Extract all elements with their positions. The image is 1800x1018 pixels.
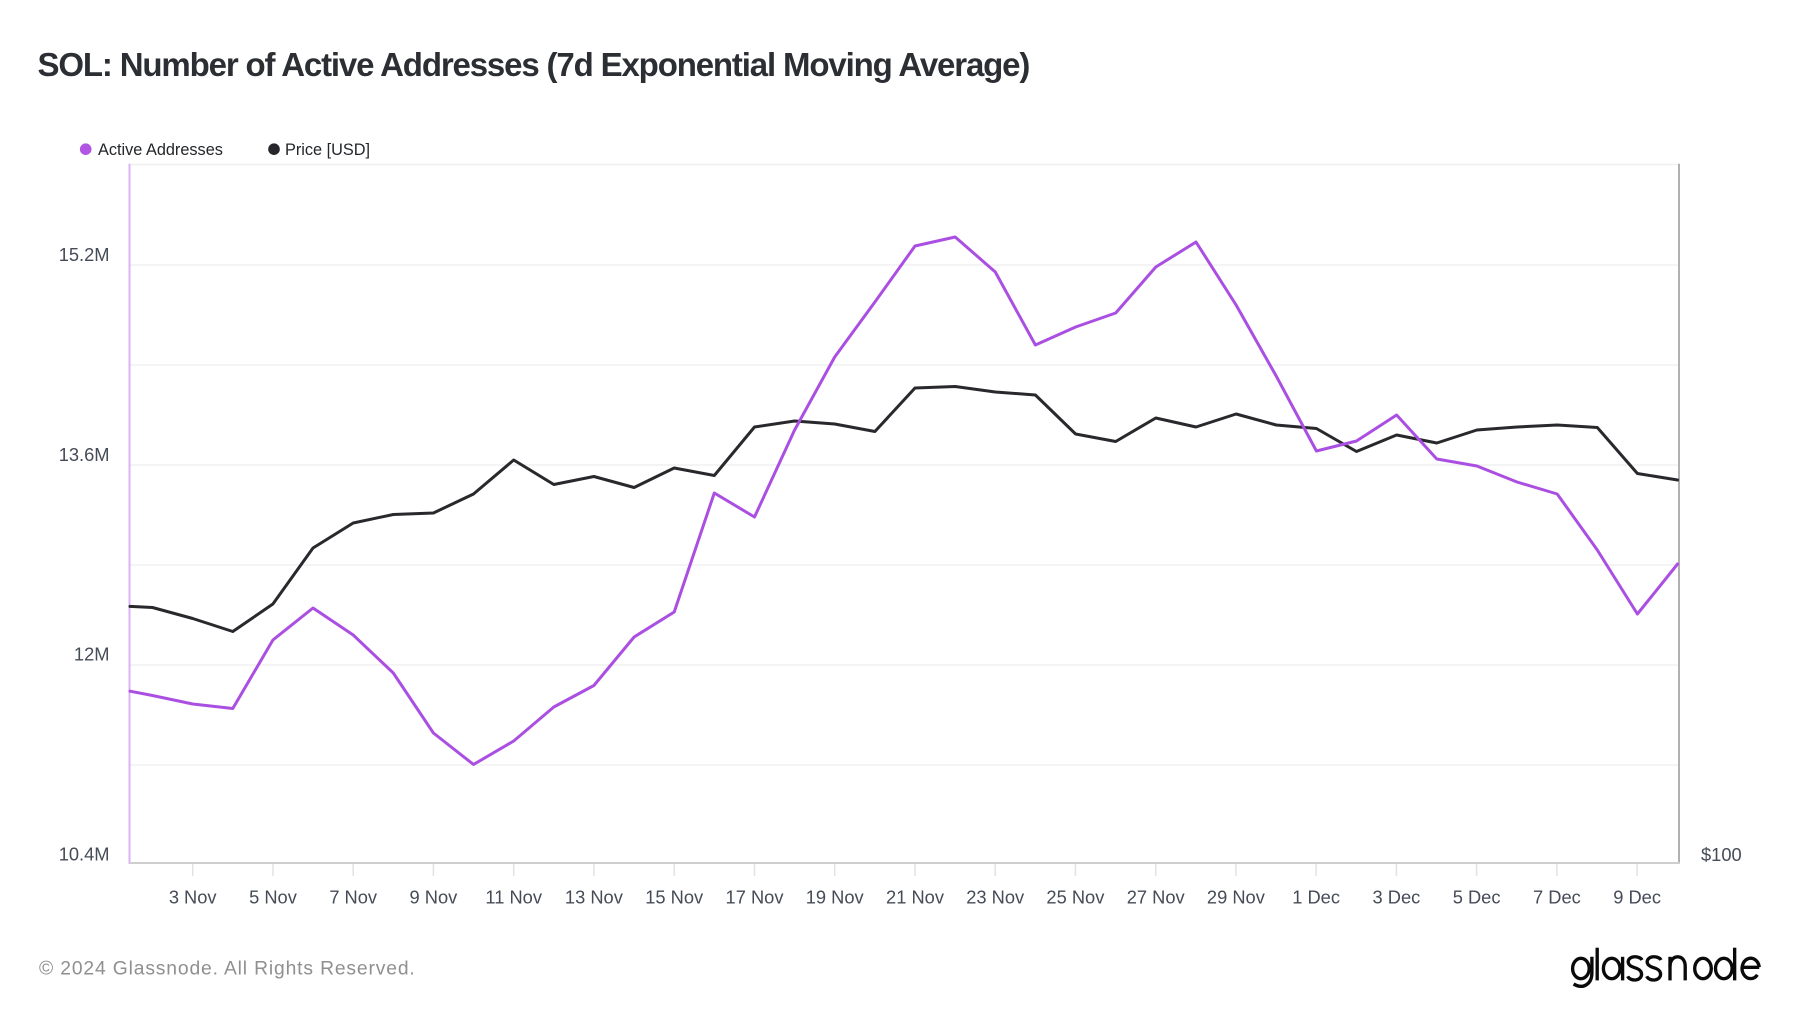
- svg-text:5 Dec: 5 Dec: [1453, 887, 1501, 908]
- svg-text:11 Nov: 11 Nov: [485, 887, 542, 908]
- svg-text:27 Nov: 27 Nov: [1127, 887, 1186, 908]
- svg-text:5 Nov: 5 Nov: [249, 887, 298, 908]
- svg-text:19 Nov: 19 Nov: [806, 887, 865, 908]
- svg-text:3 Nov: 3 Nov: [169, 887, 218, 908]
- svg-text:15 Nov: 15 Nov: [645, 887, 704, 908]
- svg-text:21 Nov: 21 Nov: [886, 887, 945, 908]
- svg-text:7 Nov: 7 Nov: [329, 887, 378, 908]
- svg-text:1 Dec: 1 Dec: [1292, 887, 1340, 908]
- svg-text:13.6M: 13.6M: [59, 444, 110, 465]
- svg-text:$100: $100: [1701, 844, 1742, 865]
- svg-text:9 Nov: 9 Nov: [410, 887, 459, 908]
- svg-text:Price [USD]: Price [USD]: [285, 141, 370, 159]
- svg-text:SOL: Number of Active Addresse: SOL: Number of Active Addresses (7d Expo…: [38, 46, 1030, 83]
- svg-text:29 Nov: 29 Nov: [1207, 887, 1266, 908]
- svg-text:23 Nov: 23 Nov: [966, 887, 1025, 908]
- svg-text:9 Dec: 9 Dec: [1613, 887, 1661, 908]
- svg-text:Active Addresses: Active Addresses: [98, 141, 223, 159]
- svg-text:3 Dec: 3 Dec: [1373, 887, 1421, 908]
- svg-text:25 Nov: 25 Nov: [1046, 887, 1105, 908]
- svg-text:12M: 12M: [74, 644, 110, 665]
- svg-text:© 2024 Glassnode. All Rights R: © 2024 Glassnode. All Rights Reserved.: [39, 958, 416, 979]
- svg-text:17 Nov: 17 Nov: [726, 887, 785, 908]
- svg-text:7 Dec: 7 Dec: [1533, 887, 1581, 908]
- svg-text:13 Nov: 13 Nov: [565, 887, 624, 908]
- svg-text:15.2M: 15.2M: [59, 244, 110, 265]
- svg-text:10.4M: 10.4M: [59, 844, 110, 865]
